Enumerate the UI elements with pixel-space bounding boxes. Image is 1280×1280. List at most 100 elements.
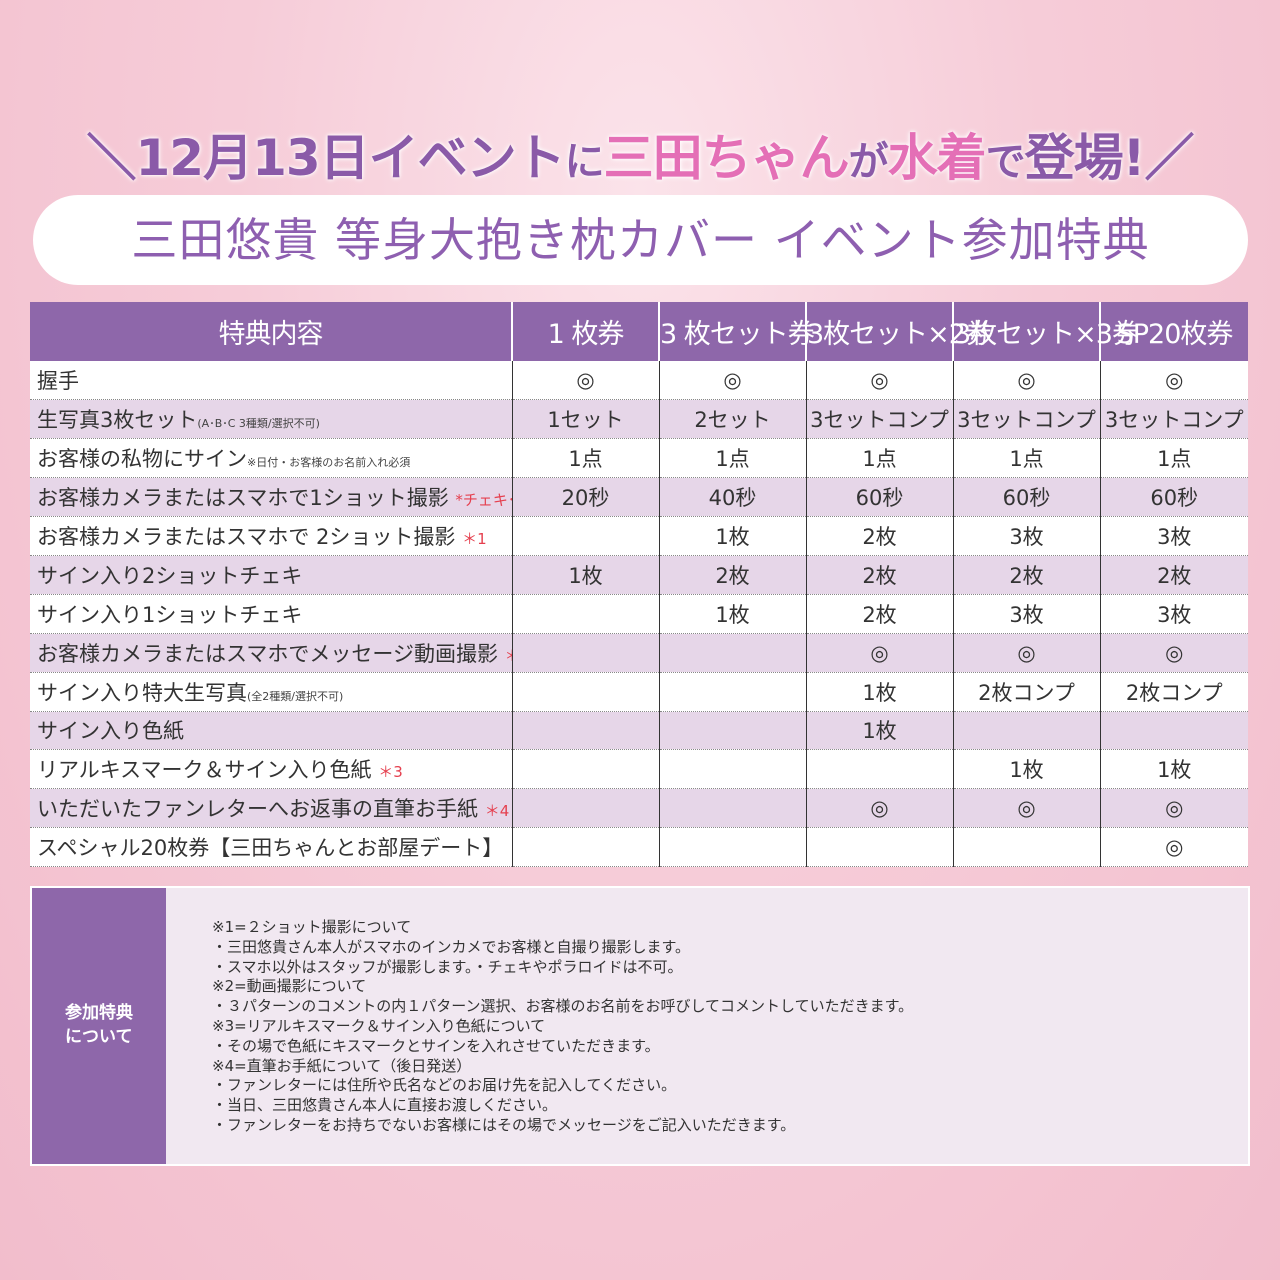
- benefit-value-cell: 1枚: [511, 555, 659, 595]
- benefit-label: リアルキスマーク＆サイン入り色紙: [37, 758, 372, 783]
- benefit-value-cell: 1枚: [805, 711, 953, 751]
- benefit-value-cell: 1点: [511, 438, 659, 479]
- benefit-label-cell: お客様の私物にサイン※日付・お客様のお名前入れ必須: [30, 438, 512, 479]
- headline-segment: 登場!／: [1024, 129, 1195, 187]
- benefit-value-cell: ◎: [952, 788, 1100, 829]
- benefit-value-cell: 2枚: [658, 555, 806, 595]
- benefit-value-cell: 1点: [952, 438, 1100, 479]
- benefit-label-cell: いただいたファンレターへお返事の直筆お手紙 ＊4: [30, 788, 512, 829]
- benefit-label: お客様カメラまたはスマホでメッセージ動画撮影: [37, 641, 498, 666]
- benefit-value-cell: 20秒: [511, 477, 659, 518]
- table-row: サイン入り2ショットチェキ 1枚 2枚 2枚 2枚 2枚: [30, 555, 1248, 595]
- table-row: スペシャル20枚券【三田ちゃんとお部屋デート】 ◎: [30, 827, 1248, 868]
- benefit-value-cell: 1点: [805, 438, 953, 479]
- benefit-label: お客様カメラまたはスマホで 2ショット撮影: [37, 525, 456, 549]
- benefit-value-cell: ◎: [1099, 633, 1248, 673]
- headline: ＼12月13日イベントに三田ちゃんが水着で登場!／: [0, 118, 1280, 190]
- benefit-value-cell: 1枚: [658, 594, 806, 634]
- column-header: 3 枚セット券: [658, 302, 815, 361]
- table-row: お客様カメラまたはスマホで1ショット撮影 *チェキ･ポラ不可20秒40秒60秒6…: [30, 477, 1248, 518]
- benefit-value-cell: 1枚: [805, 672, 953, 712]
- benefit-value-cell: 2枚: [805, 555, 953, 595]
- table-row: お客様の私物にサイン※日付・お客様のお名前入れ必須 1点 1点 1点 1点 1点: [30, 438, 1248, 479]
- benefit-value-cell: 1枚: [658, 516, 806, 556]
- benefit-label-cell: リアルキスマーク＆サイン入り色紙 ＊3: [30, 749, 512, 790]
- benefit-value-cell: [952, 711, 1100, 751]
- benefit-note: (全2種類/選択不可): [247, 689, 344, 703]
- benefit-label: サイン入り色紙: [37, 719, 184, 744]
- benefit-label-cell: 握手: [30, 361, 512, 401]
- column-header: 1 枚券: [511, 302, 659, 361]
- benefit-value-cell: 1セット: [511, 399, 659, 440]
- benefit-value-cell: 2枚: [1099, 555, 1248, 595]
- benefit-footnote-mark: ＊2: [505, 647, 512, 665]
- benefit-value-cell: 2枚コンプ: [952, 672, 1100, 712]
- table-row: サイン入り1ショットチェキ 1枚 2枚 3枚 3枚: [30, 594, 1248, 634]
- benefit-value-cell: [511, 672, 659, 712]
- benefit-value-cell: 60秒: [805, 477, 953, 518]
- benefit-value-cell: 1点: [658, 438, 806, 479]
- note-line: ※1=２ショット撮影について: [212, 918, 412, 936]
- benefit-value-cell: [1099, 711, 1248, 751]
- benefit-label: 握手: [37, 369, 79, 394]
- benefit-value-cell: [658, 672, 806, 712]
- table-row: リアルキスマーク＆サイン入り色紙 ＊3 1枚 1枚: [30, 749, 1248, 790]
- column-header: 3枚セット×2券: [805, 302, 992, 361]
- benefit-value-cell: 3枚: [1099, 516, 1248, 556]
- benefit-value-cell: [511, 788, 659, 829]
- note-line: ・三田悠貴さん本人がスマホのインカメでお客様と自撮り撮影します。: [212, 937, 691, 956]
- benefit-value-cell: ◎: [805, 788, 953, 829]
- note-line: ・スマホ以外はスタッフが撮影します。・チェキやポラロイドは不可。: [212, 957, 683, 976]
- benefit-value-cell: 3枚: [952, 516, 1100, 556]
- benefit-value-cell: 3枚: [952, 594, 1100, 634]
- benefit-value-cell: 40秒: [658, 477, 806, 518]
- benefit-value-cell: ◎: [952, 633, 1100, 673]
- benefit-value-cell: [658, 788, 806, 829]
- note-line: ・３パターンのコメントの内１パターン選択、お客様のお名前をお呼びしてコメントして…: [212, 997, 914, 1016]
- benefit-value-cell: [658, 711, 806, 751]
- benefit-note: (A･B･C 3種類/選択不可): [197, 417, 320, 431]
- benefit-value-cell: 2枚コンプ: [1099, 672, 1248, 712]
- headline-segment: 三田ちゃん: [603, 129, 850, 187]
- benefit-label: スペシャル20枚券【三田ちゃんとお部屋デート】: [37, 836, 504, 861]
- note-line: ・その場で色紙にキスマークとサインを入れさせていただきます。: [212, 1036, 660, 1055]
- benefit-label: お客様カメラまたはスマホで1ショット撮影: [37, 486, 449, 511]
- benefit-value-cell: ◎: [1099, 361, 1248, 401]
- benefit-value-cell: ◎: [805, 361, 953, 401]
- benefit-footnote-mark: ＊4: [484, 802, 510, 821]
- benefit-value-cell: 60秒: [1099, 477, 1248, 518]
- benefit-value-cell: [511, 633, 659, 673]
- note-line: ・ファンレターをお持ちでないお客様にはその場でメッセージをご記入いただきます。: [212, 1115, 796, 1134]
- table-header-row: 特典内容 1 枚券 3 枚セット券 3枚セット×2券 3枚セット×3券 SP20枚券: [30, 302, 1248, 361]
- table-row: 生写真3枚セット(A･B･C 3種類/選択不可) 1セット 2セット 3セットコンプ 3…: [30, 399, 1248, 440]
- benefit-label-cell: お客様カメラまたはスマホでメッセージ動画撮影 ＊2: [30, 633, 512, 673]
- benefit-value-cell: 2枚: [805, 594, 953, 634]
- benefit-value-cell: [511, 516, 659, 556]
- benefit-note: ※日付・お客様のお名前入れ必須: [247, 456, 411, 470]
- benefit-label-cell: スペシャル20枚券【三田ちゃんとお部屋デート】: [30, 827, 512, 868]
- benefits-table: 特典内容 1 枚券 3 枚セット券 3枚セット×2券 3枚セット×3券 SP20枚券 握手…: [30, 302, 1248, 868]
- headline-segment: に: [564, 139, 605, 185]
- benefit-value-cell: ◎: [658, 361, 806, 401]
- notes-label-line: 参加特典: [65, 1003, 133, 1024]
- benefit-value-cell: ◎: [805, 633, 953, 673]
- notes-label: 参加特典 について: [32, 888, 166, 1164]
- benefit-value-cell: [511, 749, 659, 790]
- benefit-label: お客様の私物にサイン: [37, 447, 247, 472]
- table-row: お客様カメラまたはスマホでメッセージ動画撮影 ＊2◎◎◎: [30, 633, 1248, 673]
- benefit-value-cell: [658, 749, 806, 790]
- benefit-value-cell: 60秒: [952, 477, 1100, 518]
- benefit-value-cell: 1枚: [952, 749, 1100, 790]
- benefit-label-cell: サイン入り色紙: [30, 711, 512, 751]
- benefit-value-cell: 3セットコンプ: [1099, 399, 1248, 440]
- benefit-value-cell: [805, 827, 953, 868]
- benefit-value-cell: ◎: [511, 361, 659, 401]
- benefit-value-cell: [511, 827, 659, 868]
- benefit-value-cell: ◎: [1099, 788, 1248, 829]
- benefit-label: サイン入り2ショットチェキ: [37, 563, 303, 588]
- notes-body: ※1=２ショット撮影について ・三田悠貴さん本人がスマホのインカメでお客様と自撮り…: [166, 888, 913, 1164]
- subtitle: 三田悠貴 等身大抱き枕カバー イベント参加特典: [131, 213, 1150, 267]
- benefit-value-cell: 2枚: [805, 516, 953, 556]
- benefit-label: いただいたファンレターへお返事の直筆お手紙: [37, 797, 478, 822]
- column-header: 3枚セット×3券: [952, 302, 1139, 361]
